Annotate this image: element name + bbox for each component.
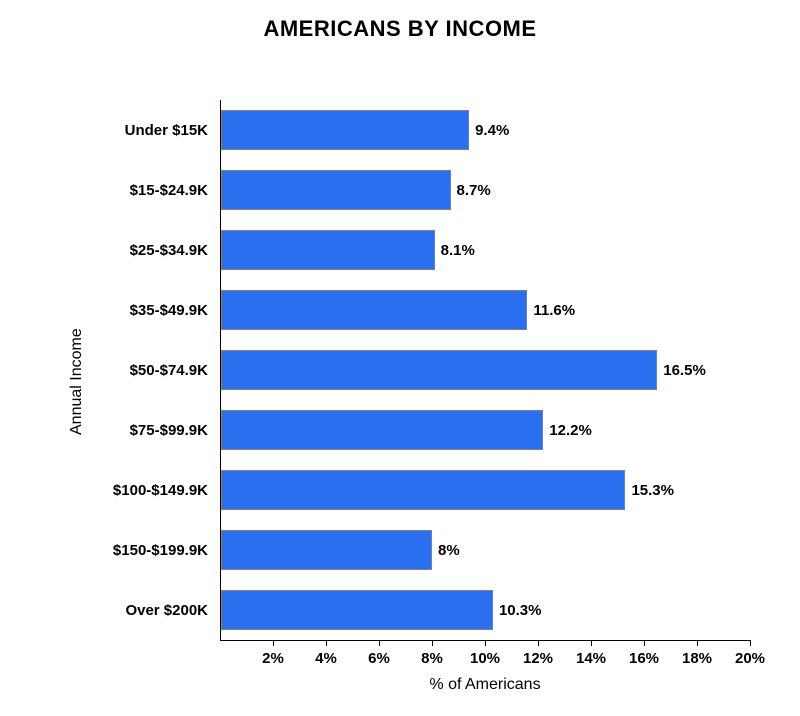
- x-tick-mark: [697, 640, 698, 646]
- plot-area: Under $15K9.4%$15-$24.9K8.7%$25-$34.9K8.…: [220, 100, 750, 640]
- value-label: 15.3%: [631, 482, 674, 499]
- value-label: 10.3%: [499, 602, 542, 619]
- x-tick-label: 4%: [301, 650, 351, 667]
- x-tick-label: 20%: [725, 650, 775, 667]
- x-tick-mark: [326, 640, 327, 646]
- x-tick-mark: [432, 640, 433, 646]
- x-tick-label: 16%: [619, 650, 669, 667]
- bar: [221, 590, 493, 631]
- x-tick-label: 18%: [672, 650, 722, 667]
- category-label: $75-$99.9K: [8, 422, 208, 439]
- value-label: 11.6%: [533, 302, 575, 319]
- x-tick-mark: [273, 640, 274, 646]
- category-label: $50-$74.9K: [8, 362, 208, 379]
- x-tick-label: 6%: [354, 650, 404, 667]
- y-axis-label: Annual Income: [68, 328, 86, 435]
- x-tick-label: 14%: [566, 650, 616, 667]
- value-label: 12.2%: [549, 422, 592, 439]
- bar: [221, 410, 543, 451]
- x-tick-mark: [379, 640, 380, 646]
- x-axis-label: % of Americans: [220, 676, 750, 694]
- value-label: 9.4%: [475, 122, 509, 139]
- category-label: $25-$34.9K: [8, 242, 208, 259]
- x-tick-label: 2%: [248, 650, 298, 667]
- bar: [221, 290, 527, 331]
- value-label: 8.7%: [457, 182, 491, 199]
- bar: [221, 530, 432, 571]
- bar: [221, 230, 435, 271]
- bar: [221, 470, 625, 511]
- category-label: $35-$49.9K: [8, 302, 208, 319]
- x-tick-label: 10%: [460, 650, 510, 667]
- x-tick-label: 12%: [513, 650, 563, 667]
- chart-container: AMERICANS BY INCOME Annual Income Under …: [0, 0, 800, 716]
- value-label: 8%: [438, 542, 460, 559]
- value-label: 8.1%: [441, 242, 475, 259]
- category-label: $100-$149.9K: [8, 482, 208, 499]
- bar: [221, 350, 657, 391]
- bar: [221, 110, 469, 151]
- x-tick-mark: [591, 640, 592, 646]
- x-tick-mark: [538, 640, 539, 646]
- chart-title: AMERICANS BY INCOME: [0, 16, 800, 42]
- category-label: Over $200K: [8, 602, 208, 619]
- category-label: $150-$199.9K: [8, 542, 208, 559]
- category-label: Under $15K: [8, 122, 208, 139]
- category-label: $15-$24.9K: [8, 182, 208, 199]
- x-tick-mark: [644, 640, 645, 646]
- value-label: 16.5%: [663, 362, 706, 379]
- bar: [221, 170, 451, 211]
- x-tick-label: 8%: [407, 650, 457, 667]
- x-tick-mark: [750, 640, 751, 646]
- x-tick-mark: [485, 640, 486, 646]
